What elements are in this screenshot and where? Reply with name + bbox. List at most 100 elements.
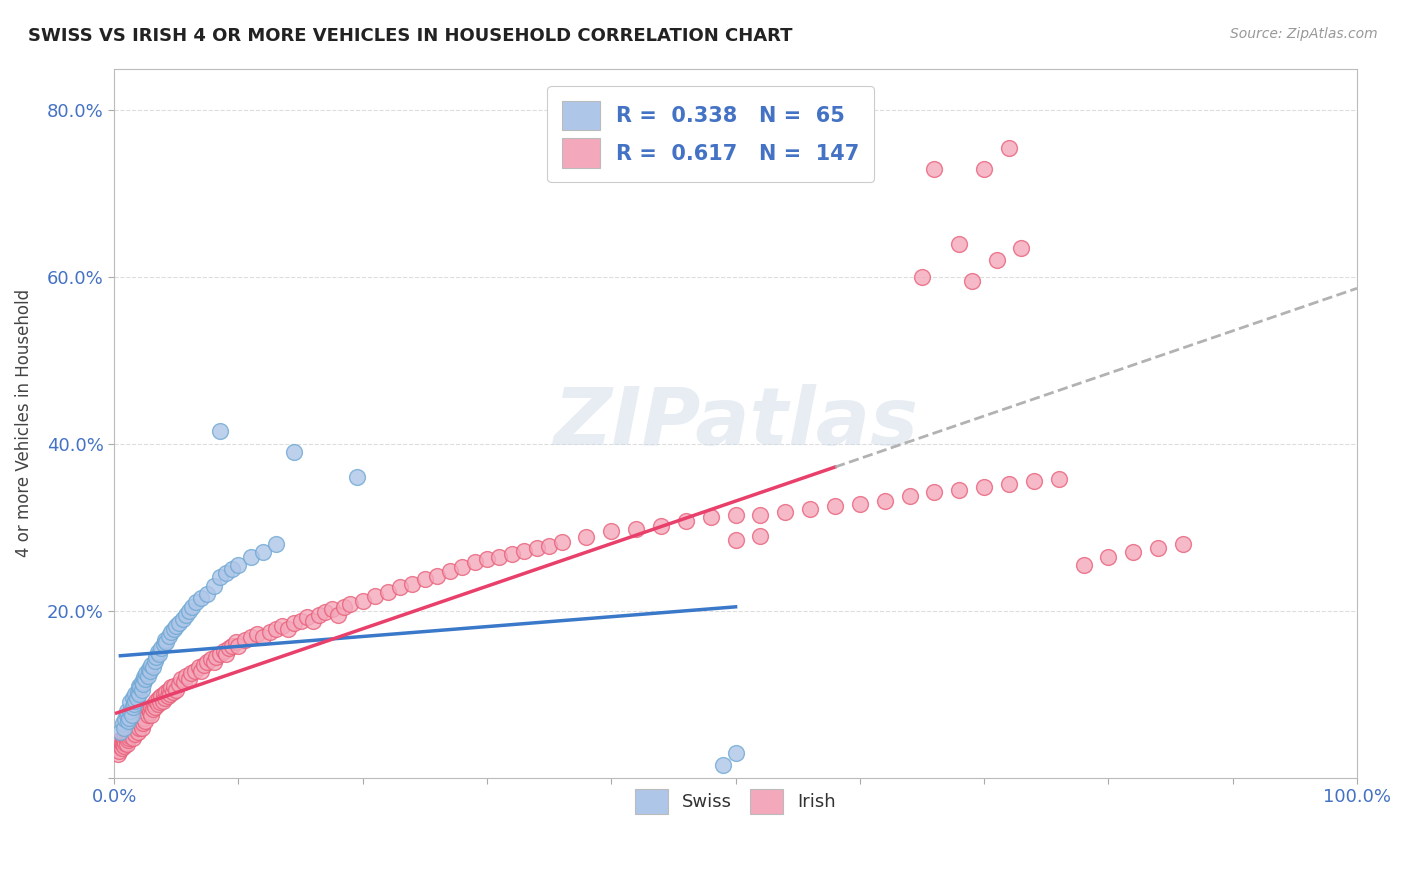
Point: [526, 541, 548, 556]
Point: [134, 714, 156, 728]
Point: [159, 687, 181, 701]
Point: [138, 662, 160, 676]
Point: [174, 669, 197, 683]
Point: [799, 502, 821, 516]
Point: [187, 660, 209, 674]
Point: [143, 699, 166, 714]
Point: [439, 564, 461, 578]
Point: [749, 529, 772, 543]
Point: [624, 522, 647, 536]
Point: [873, 493, 896, 508]
Point: [128, 721, 150, 735]
Point: [1122, 545, 1144, 559]
Point: [121, 721, 143, 735]
Point: [259, 624, 281, 639]
Point: [153, 687, 176, 701]
Point: [174, 607, 197, 622]
Point: [215, 647, 238, 661]
Point: [112, 739, 135, 753]
Point: [115, 708, 138, 723]
Point: [212, 644, 235, 658]
Point: [181, 599, 204, 614]
Point: [167, 677, 190, 691]
Point: [121, 731, 143, 745]
Point: [271, 619, 294, 633]
Point: [283, 616, 305, 631]
Point: [401, 577, 423, 591]
Point: [451, 560, 474, 574]
Point: [160, 624, 183, 639]
Point: [145, 649, 167, 664]
Point: [190, 591, 212, 606]
Point: [501, 547, 523, 561]
Point: [160, 681, 183, 695]
Point: [157, 629, 180, 643]
Point: [121, 727, 143, 741]
Point: [333, 599, 356, 614]
Point: [139, 664, 162, 678]
Point: [233, 632, 256, 647]
Point: [121, 708, 143, 723]
Point: [132, 670, 155, 684]
Point: [115, 731, 138, 745]
Point: [1022, 475, 1045, 489]
Point: [125, 719, 148, 733]
Point: [295, 610, 318, 624]
Point: [973, 161, 995, 176]
Point: [163, 679, 186, 693]
Point: [111, 735, 134, 749]
Point: [302, 614, 325, 628]
Point: [149, 696, 172, 710]
Point: [118, 724, 141, 739]
Point: [146, 697, 169, 711]
Point: [675, 514, 697, 528]
Point: [125, 691, 148, 706]
Point: [205, 649, 228, 664]
Point: [221, 562, 243, 576]
Point: [141, 657, 163, 672]
Point: [152, 694, 174, 708]
Point: [1010, 241, 1032, 255]
Point: [314, 606, 336, 620]
Point: [172, 612, 194, 626]
Text: ZIPatlas: ZIPatlas: [553, 384, 918, 462]
Point: [142, 697, 165, 711]
Point: [111, 741, 134, 756]
Point: [165, 683, 187, 698]
Point: [986, 253, 1008, 268]
Point: [142, 660, 165, 674]
Point: [124, 727, 146, 741]
Point: [141, 699, 163, 714]
Point: [138, 702, 160, 716]
Point: [146, 645, 169, 659]
Point: [122, 697, 145, 711]
Point: [117, 714, 139, 728]
Point: [575, 530, 598, 544]
Point: [162, 685, 184, 699]
Point: [124, 694, 146, 708]
Point: [170, 672, 193, 686]
Point: [948, 483, 970, 497]
Legend: Swiss, Irish: Swiss, Irish: [624, 778, 846, 825]
Point: [155, 635, 177, 649]
Point: [136, 708, 159, 723]
Point: [120, 704, 142, 718]
Point: [131, 721, 153, 735]
Point: [110, 733, 132, 747]
Point: [218, 641, 240, 656]
Point: [127, 724, 149, 739]
Point: [131, 712, 153, 726]
Point: [998, 141, 1021, 155]
Point: [118, 731, 141, 745]
Point: [488, 549, 510, 564]
Point: [538, 539, 561, 553]
Point: [352, 593, 374, 607]
Point: [711, 758, 734, 772]
Point: [849, 497, 872, 511]
Point: [132, 677, 155, 691]
Point: [134, 672, 156, 686]
Point: [117, 727, 139, 741]
Point: [326, 607, 349, 622]
Point: [128, 679, 150, 693]
Point: [200, 652, 222, 666]
